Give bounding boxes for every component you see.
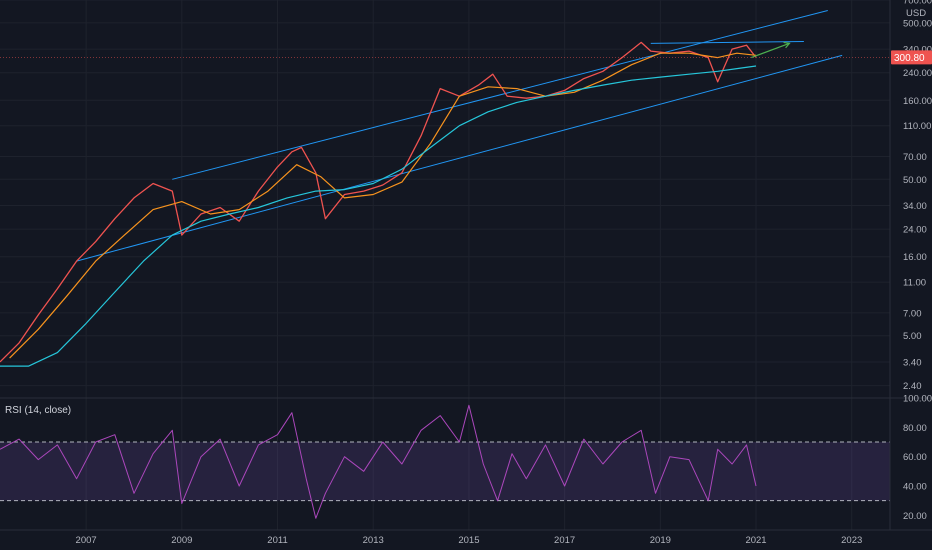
price-line[interactable]: [0, 41, 757, 363]
price-tick-label: 3.40: [903, 357, 922, 368]
last-price-value: 300.80: [894, 53, 925, 64]
price-tick-label: 24.00: [903, 225, 927, 236]
trend-channel: [76, 9, 843, 262]
projection-arrow: [751, 41, 791, 59]
price-tick-label: 340.00: [903, 45, 932, 56]
channel-line[interactable]: [650, 41, 804, 44]
channel-line[interactable]: [172, 9, 828, 180]
rsi-tick-label: 60.00: [903, 452, 927, 463]
time-tick-label: 2011: [267, 535, 287, 546]
time-tick-label: 2015: [458, 535, 479, 546]
projection-arrow-shaft[interactable]: [751, 42, 790, 59]
rsi-tick-label: 100.00: [903, 394, 932, 405]
time-tick-label: 2021: [745, 535, 766, 546]
price-tick-label: 700.00: [903, 0, 932, 7]
price-axis-ticks[interactable]: 700.00 500.00 340.00 240.00 160.00 110.00 70.0…: [903, 0, 932, 392]
price-series-layer: [0, 41, 757, 367]
price-tick-label: 50.00: [903, 175, 927, 186]
projection-arrow-head: [783, 41, 791, 49]
price-grid: [0, 0, 890, 530]
rsi-series-layer: [0, 404, 757, 519]
moving-average-long-line[interactable]: [0, 65, 757, 367]
rsi-tick-label: 20.00: [903, 511, 927, 522]
currency-label: USD: [906, 8, 926, 19]
price-tick-label: 5.00: [903, 331, 922, 342]
time-axis-ticks[interactable]: 2007 2009 2011 2013 2015 2017 2019 2021 2023: [76, 535, 863, 546]
price-tick-label: 34.00: [903, 201, 927, 212]
price-tick-label: 2.40: [903, 381, 922, 392]
price-tick-label: 16.00: [903, 252, 927, 263]
rsi-tick-label: 40.00: [903, 482, 927, 493]
time-tick-label: 2013: [363, 535, 384, 546]
price-tick-label: 70.00: [903, 152, 927, 163]
time-tick-label: 2007: [76, 535, 97, 546]
last-price-badge: 300.80: [0, 50, 932, 65]
time-tick-label: 2017: [554, 535, 575, 546]
price-tick-label: 7.00: [903, 308, 922, 319]
rsi-tick-label: 80.00: [903, 423, 927, 434]
rsi-axis-ticks[interactable]: 100.00 80.00 60.00 40.00 20.00: [903, 394, 932, 522]
time-tick-label: 2023: [841, 535, 862, 546]
rsi-title[interactable]: RSI (14, close): [5, 405, 71, 416]
rsi-line[interactable]: [0, 404, 757, 519]
price-tick-label: 11.00: [903, 278, 926, 289]
moving-average-short-line[interactable]: [9, 52, 757, 359]
price-tick-label: 110.00: [903, 121, 931, 132]
price-tick-label: 160.00: [903, 96, 932, 107]
time-tick-label: 2019: [650, 535, 671, 546]
price-tick-label: 500.00: [903, 18, 932, 29]
last-price-box: [891, 50, 932, 65]
channel-line[interactable]: [76, 54, 843, 262]
price-tick-label: 240.00: [903, 68, 932, 79]
time-tick-label: 2009: [171, 535, 192, 546]
